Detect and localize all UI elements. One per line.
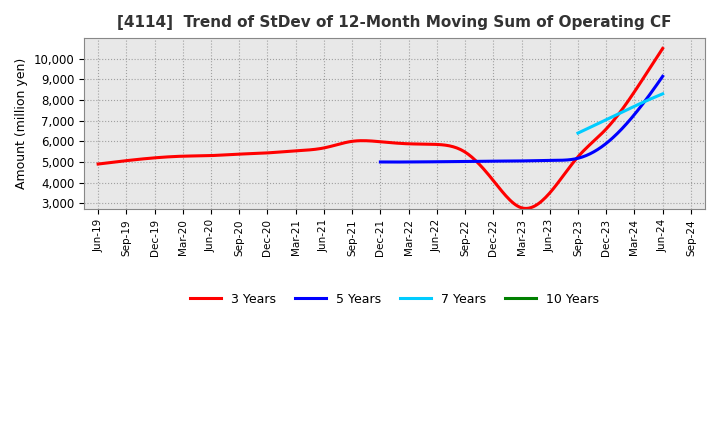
3 Years (608, 120, 616, 125)
Title: [4114]  Trend of StDev of 12-Month Moving Sum of Operating CF: [4114] Trend of StDev of 12-Month Moving… (117, 15, 672, 30)
3 Years (96, 161, 104, 166)
5 Years (376, 159, 384, 165)
7 Years (574, 130, 582, 136)
5 Years (544, 158, 553, 163)
3 Years (430, 142, 438, 147)
7 Years (624, 106, 632, 112)
Line: 7 Years: 7 Years (578, 94, 662, 133)
3 Years (572, 157, 580, 162)
3 Years (523, 206, 531, 211)
7 Years (658, 91, 667, 96)
7 Years (626, 106, 634, 111)
3 Years (658, 46, 667, 51)
5 Years (658, 73, 667, 79)
5 Years (633, 109, 642, 114)
Y-axis label: Amount (million yen): Amount (million yen) (15, 58, 28, 189)
5 Years (377, 159, 386, 165)
5 Years (545, 158, 554, 163)
7 Years (574, 130, 582, 136)
3 Years (439, 142, 448, 147)
5 Years (615, 129, 624, 134)
Line: 5 Years: 5 Years (380, 76, 662, 162)
3 Years (428, 142, 436, 147)
5 Years (390, 159, 398, 165)
Legend: 3 Years, 5 Years, 7 Years, 10 Years: 3 Years, 5 Years, 7 Years, 10 Years (185, 288, 604, 311)
7 Years (645, 97, 654, 102)
Line: 3 Years: 3 Years (98, 48, 662, 209)
3 Years (94, 161, 102, 167)
5 Years (550, 158, 559, 163)
7 Years (624, 106, 633, 112)
7 Years (650, 95, 659, 100)
